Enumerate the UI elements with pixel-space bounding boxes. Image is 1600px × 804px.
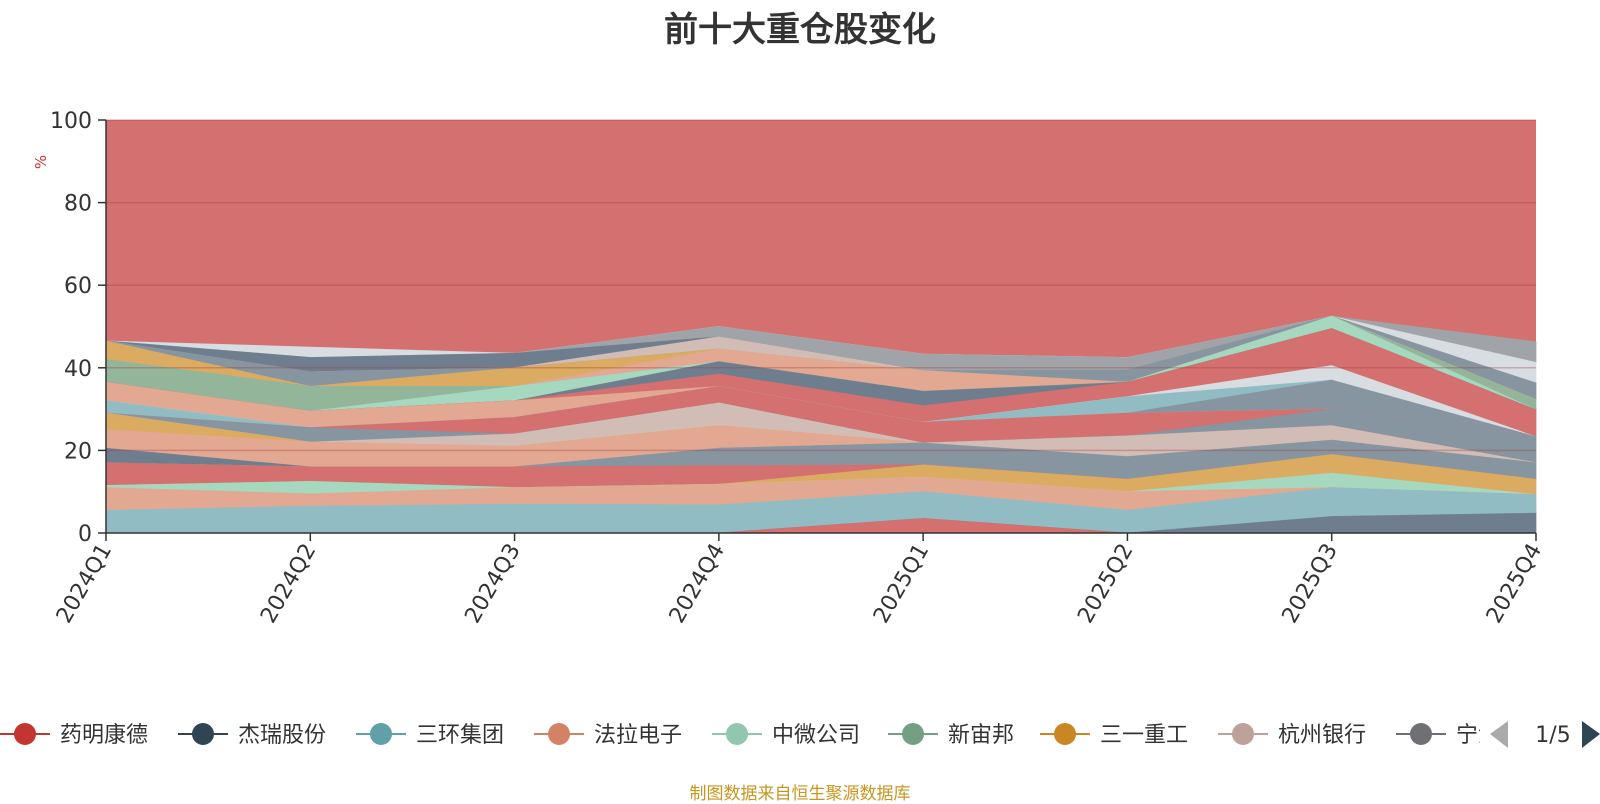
x-tick-label: 2024Q1 xyxy=(52,540,117,628)
x-tick-label: 2025Q3 xyxy=(1278,540,1343,628)
legend-marker xyxy=(902,723,924,745)
legend-item[interactable]: 中微公司 xyxy=(712,723,860,748)
legend-label: 中微公司 xyxy=(772,723,860,748)
legend-marker xyxy=(726,723,748,745)
legend-item[interactable]: 三环集团 xyxy=(356,723,504,748)
legend-label: 三一重工 xyxy=(1100,723,1188,748)
legend-marker xyxy=(1232,723,1254,745)
x-tick-label: 2024Q3 xyxy=(460,540,525,628)
source-note: 制图数据来自恒生聚源数据库 xyxy=(689,784,911,804)
y-tick-label: 60 xyxy=(64,274,92,299)
legend-next-icon[interactable] xyxy=(1582,721,1600,748)
legend-item[interactable]: 杰瑞股份 xyxy=(178,723,326,748)
legend-label: 三环集团 xyxy=(416,723,504,748)
legend-label: 法拉电子 xyxy=(594,723,682,748)
legend-item[interactable]: 宁波 xyxy=(1396,723,1500,748)
y-tick-label: 40 xyxy=(64,357,92,382)
legend-item[interactable]: 三一重工 xyxy=(1040,723,1188,748)
y-tick-label: 0 xyxy=(78,522,92,547)
legend-page-indicator: 1/5 xyxy=(1535,723,1570,748)
x-tick-label: 2025Q4 xyxy=(1482,540,1547,628)
legend-marker xyxy=(192,723,214,745)
legend-label: 杰瑞股份 xyxy=(238,723,326,748)
legend-marker xyxy=(548,723,570,745)
legend-item[interactable]: 新宙邦 xyxy=(888,723,1014,748)
y-tick-label: 100 xyxy=(50,109,92,134)
x-tick-label: 2025Q1 xyxy=(869,540,934,628)
chart-title: 前十大重仓股变化 xyxy=(664,10,936,50)
legend-label: 杭州银行 xyxy=(1278,723,1366,748)
legend-label: 药明康德 xyxy=(60,723,148,748)
legend-marker xyxy=(14,723,36,745)
y-tick-label: 20 xyxy=(64,439,92,464)
legend-item[interactable]: 药明康德 xyxy=(0,723,148,748)
y-axis-label: % xyxy=(32,155,50,169)
legend-prev-icon[interactable] xyxy=(1490,721,1508,748)
legend: 药明康德 杰瑞股份 三环集团 法拉电子 中微公司 新宙邦 三一重工 杭州银行 宁波 xyxy=(0,723,1500,748)
legend-item[interactable]: 法拉电子 xyxy=(534,723,682,748)
legend-pager: 1/5 xyxy=(1490,721,1600,748)
grid-layer xyxy=(106,119,1536,452)
legend-marker xyxy=(370,723,392,745)
x-tick-label: 2025Q2 xyxy=(1073,540,1138,628)
area-layer xyxy=(105,120,1537,534)
x-tick-label: 2024Q4 xyxy=(665,540,730,628)
legend-label: 宁波 xyxy=(1456,723,1500,748)
legend-label: 新宙邦 xyxy=(948,723,1014,748)
legend-item[interactable]: 杭州银行 xyxy=(1218,723,1366,748)
legend-marker xyxy=(1054,723,1076,745)
x-tick-label: 2024Q2 xyxy=(256,540,321,628)
legend-marker xyxy=(1410,723,1432,745)
y-tick-label: 80 xyxy=(64,192,92,217)
